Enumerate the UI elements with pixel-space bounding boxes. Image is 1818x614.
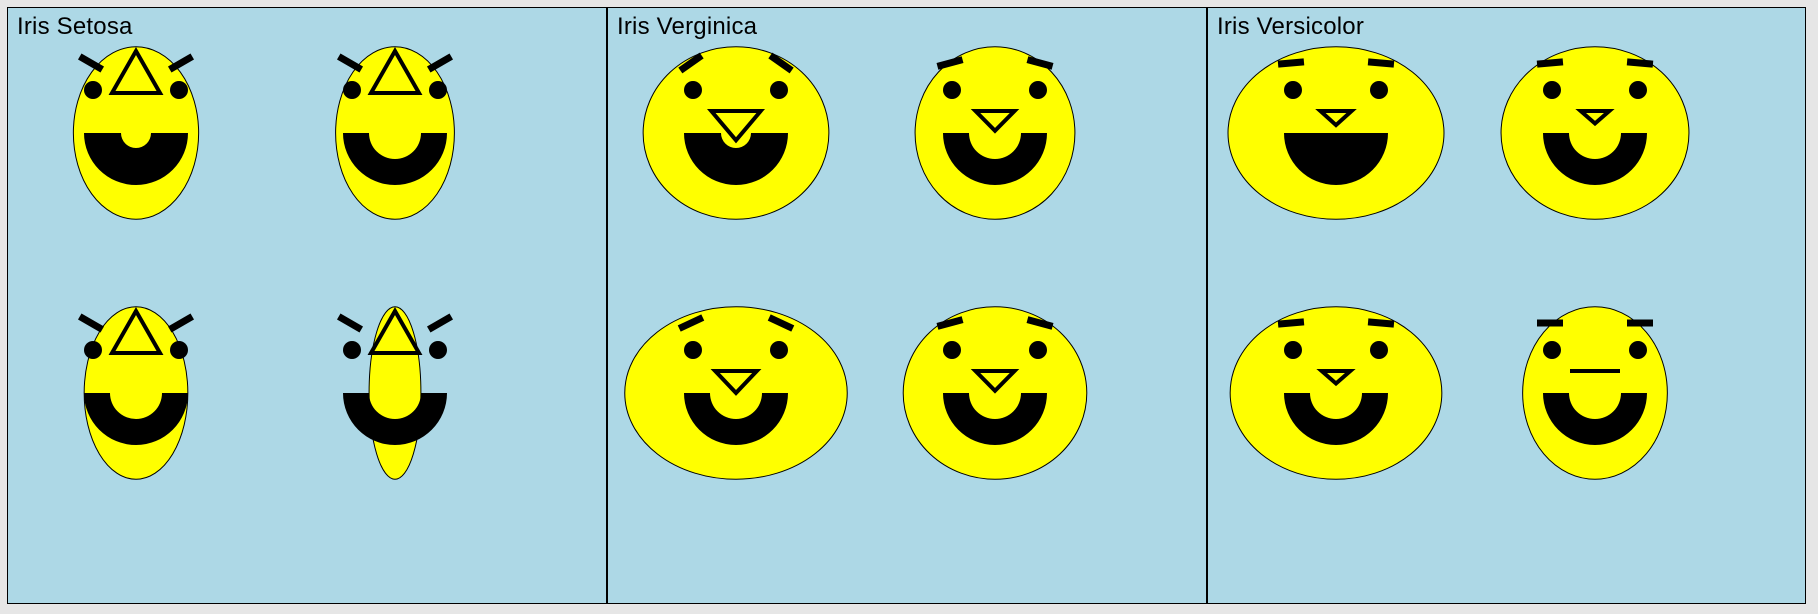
nose — [970, 109, 1020, 134]
nose — [970, 369, 1020, 394]
face — [1500, 46, 1690, 220]
left-eye — [1543, 81, 1561, 99]
right-eyebrow — [1367, 318, 1395, 328]
nose — [710, 369, 762, 396]
left-eyebrow — [336, 313, 364, 333]
right-eye — [1029, 341, 1047, 359]
mouth — [943, 133, 1047, 185]
right-eyebrow — [768, 52, 794, 74]
mouth — [84, 133, 188, 185]
left-eyebrow — [336, 53, 364, 73]
panel-title: Iris Setosa — [17, 13, 133, 40]
mouth — [1543, 393, 1647, 445]
face-outline — [1500, 46, 1690, 220]
nose — [108, 306, 164, 355]
left-eyebrow — [677, 314, 705, 332]
face — [642, 46, 830, 220]
left-eyebrow — [936, 316, 964, 330]
right-eye — [1629, 341, 1647, 359]
mouth — [1284, 393, 1388, 445]
right-eye — [1629, 81, 1647, 99]
right-eye — [1029, 81, 1047, 99]
nose — [1316, 369, 1356, 387]
panel-iris-setosa: Iris Setosa — [8, 8, 606, 603]
nose — [1575, 109, 1615, 127]
right-eye — [1370, 81, 1388, 99]
faces-grid — [624, 46, 1088, 480]
face-outline — [335, 46, 455, 220]
left-eyebrow — [77, 313, 105, 333]
right-eye — [429, 341, 447, 359]
left-eye — [684, 341, 702, 359]
right-eyebrow — [426, 313, 454, 333]
mouth — [343, 133, 447, 185]
right-eyebrow — [167, 313, 195, 333]
right-eye — [770, 341, 788, 359]
mouth — [1284, 133, 1388, 185]
right-eyebrow — [1026, 316, 1054, 330]
left-eye — [1284, 81, 1302, 99]
face — [902, 306, 1088, 480]
panel-title: Iris Verginica — [617, 13, 758, 40]
face — [624, 306, 848, 480]
left-eye — [943, 81, 961, 99]
face — [914, 46, 1076, 220]
mouth — [1543, 133, 1647, 185]
mouth — [343, 393, 447, 445]
right-eye — [170, 81, 188, 99]
face — [336, 306, 454, 480]
left-eyebrow — [77, 53, 105, 73]
panel-iris-versicolor: Iris Versicolor — [1206, 8, 1805, 603]
left-eyebrow — [1536, 58, 1564, 68]
nose — [367, 46, 423, 95]
panel-title: Iris Versicolor — [1217, 13, 1365, 40]
left-eye — [1284, 341, 1302, 359]
left-eye — [84, 341, 102, 359]
nose — [108, 46, 164, 95]
right-eyebrow — [1026, 56, 1054, 70]
right-eyebrow — [1367, 58, 1395, 68]
face — [335, 46, 455, 220]
left-eyebrow — [1277, 58, 1305, 68]
face-outline — [642, 46, 830, 220]
right-eye — [429, 81, 447, 99]
nose — [1315, 109, 1357, 128]
face-outline — [368, 306, 422, 480]
face — [1227, 46, 1445, 220]
faces-grid — [1227, 46, 1690, 480]
left-eyebrow — [678, 52, 704, 74]
left-eye — [684, 81, 702, 99]
face-outline — [1229, 306, 1443, 480]
right-eye — [1370, 341, 1388, 359]
mouth — [84, 393, 188, 445]
nose — [706, 109, 766, 144]
face-outline — [72, 46, 200, 220]
left-eye — [1543, 341, 1561, 359]
face — [72, 46, 200, 220]
left-eye — [343, 81, 361, 99]
right-eye — [170, 341, 188, 359]
left-eye — [943, 341, 961, 359]
face — [1522, 306, 1668, 480]
faces-grid — [72, 46, 455, 480]
left-eye — [84, 81, 102, 99]
face — [1229, 306, 1443, 480]
left-eyebrow — [936, 56, 964, 70]
right-eyebrow — [167, 53, 195, 73]
right-eyebrow — [426, 53, 454, 73]
mouth — [684, 133, 788, 185]
face — [77, 306, 195, 480]
chernoff-faces-frame: Iris Setosa Iris Verginica Iris Versicol… — [7, 7, 1806, 604]
right-eyebrow — [767, 314, 795, 332]
right-eye — [770, 81, 788, 99]
left-eye — [343, 341, 361, 359]
mouth — [943, 393, 1047, 445]
right-eyebrow — [1626, 58, 1654, 68]
nose — [367, 306, 423, 355]
left-eyebrow — [1277, 318, 1305, 328]
mouth — [684, 393, 788, 445]
panel-iris-verginica: Iris Verginica — [606, 8, 1204, 603]
